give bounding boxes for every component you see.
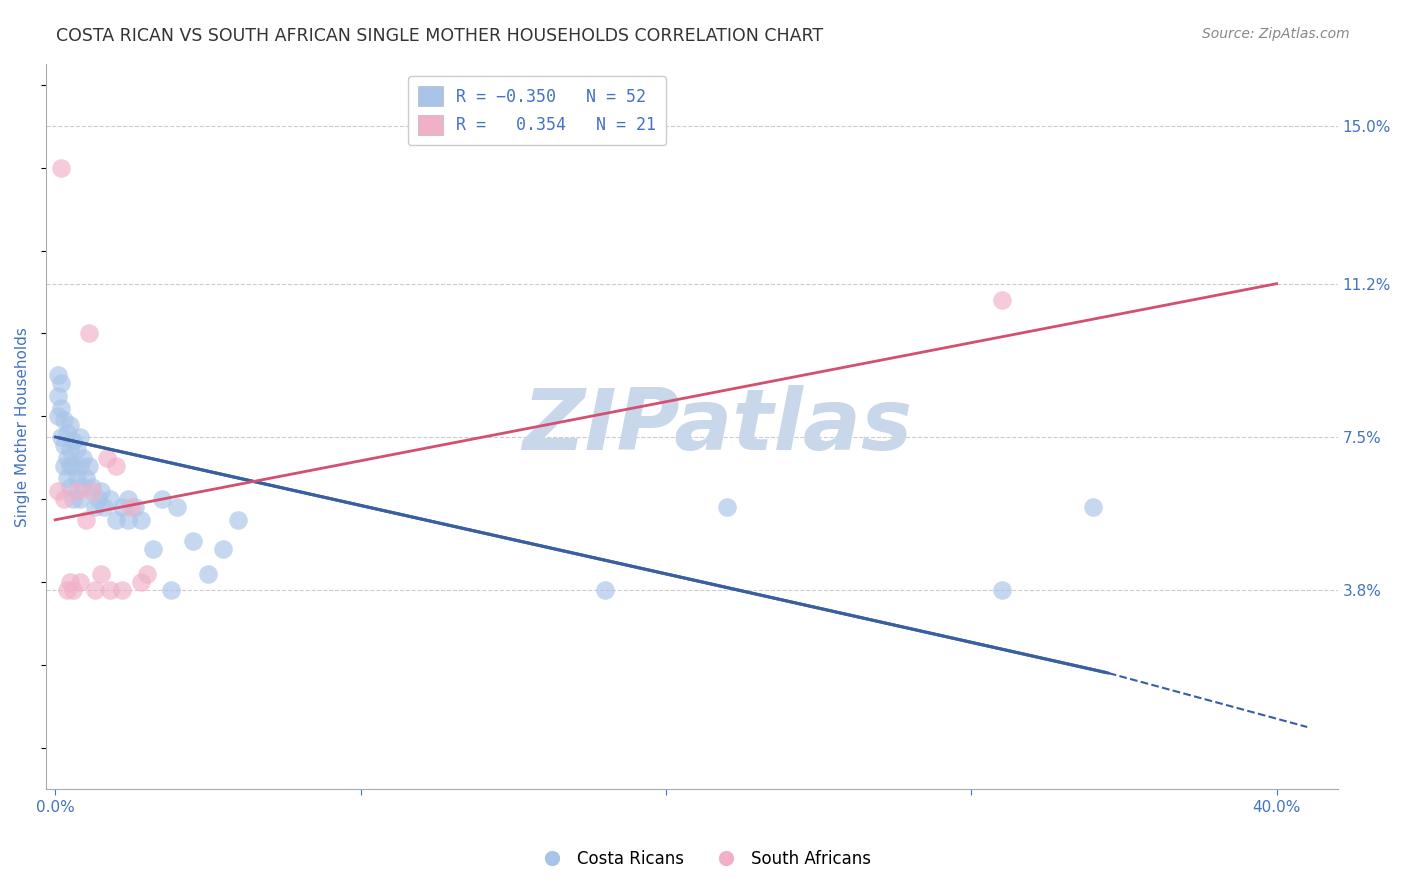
Point: [228, 513, 250, 527]
Point: [56, 425, 79, 440]
Text: COSTA RICAN VS SOUTH AFRICAN SINGLE MOTHER HOUSEHOLDS CORRELATION CHART: COSTA RICAN VS SOUTH AFRICAN SINGLE MOTH…: [56, 27, 824, 45]
Point: [53, 458, 76, 473]
Point: [72, 450, 94, 465]
Text: Source: ZipAtlas.com: Source: ZipAtlas.com: [1202, 27, 1350, 41]
Point: [59, 458, 82, 473]
Point: [212, 541, 235, 556]
Point: [197, 566, 219, 581]
Point: [98, 583, 121, 598]
Point: [46, 483, 69, 498]
Point: [72, 480, 94, 494]
Point: [991, 583, 1014, 598]
Point: [69, 430, 91, 444]
Point: [90, 566, 112, 581]
Point: [59, 417, 82, 432]
Point: [75, 513, 97, 527]
Point: [65, 483, 87, 498]
Point: [716, 500, 738, 515]
Point: [69, 458, 91, 473]
Point: [105, 458, 128, 473]
Point: [93, 500, 115, 515]
Point: [80, 480, 103, 494]
Point: [53, 492, 76, 507]
Point: [53, 438, 76, 452]
Point: [160, 583, 183, 598]
Point: [117, 492, 139, 507]
Point: [65, 442, 87, 457]
Point: [96, 450, 118, 465]
Point: [121, 500, 143, 515]
Point: [69, 574, 91, 589]
Point: [129, 574, 152, 589]
Point: [83, 500, 105, 515]
Point: [77, 326, 100, 341]
Point: [56, 583, 79, 598]
Point: [991, 293, 1014, 308]
Point: [87, 492, 110, 507]
Point: [69, 492, 91, 507]
Text: ZIPatlas: ZIPatlas: [523, 385, 912, 468]
Point: [98, 492, 121, 507]
Point: [51, 376, 73, 390]
Point: [46, 409, 69, 424]
Point: [51, 161, 73, 175]
Point: [56, 471, 79, 485]
Point: [62, 458, 84, 473]
Point: [83, 583, 105, 598]
Point: [1083, 500, 1105, 515]
Legend: R = −0.350   N = 52, R =   0.354   N = 21: R = −0.350 N = 52, R = 0.354 N = 21: [408, 76, 666, 145]
Point: [105, 513, 128, 527]
Point: [166, 500, 188, 515]
Point: [124, 500, 146, 515]
Point: [593, 583, 616, 598]
Point: [77, 458, 100, 473]
Point: [46, 368, 69, 382]
Point: [59, 442, 82, 457]
Point: [65, 471, 87, 485]
Point: [62, 492, 84, 507]
Point: [62, 434, 84, 449]
Point: [59, 480, 82, 494]
Legend: Costa Ricans, South Africans: Costa Ricans, South Africans: [529, 844, 877, 875]
Point: [59, 574, 82, 589]
Point: [62, 583, 84, 598]
Y-axis label: Single Mother Households: Single Mother Households: [15, 326, 30, 526]
Point: [135, 566, 157, 581]
Point: [46, 388, 69, 402]
Point: [129, 513, 152, 527]
Point: [53, 413, 76, 427]
Point: [80, 483, 103, 498]
Point: [142, 541, 165, 556]
Point: [111, 500, 134, 515]
Point: [90, 483, 112, 498]
Point: [51, 401, 73, 415]
Point: [75, 471, 97, 485]
Point: [181, 533, 204, 548]
Point: [56, 450, 79, 465]
Point: [111, 583, 134, 598]
Point: [150, 492, 173, 507]
Point: [51, 430, 73, 444]
Point: [117, 513, 139, 527]
